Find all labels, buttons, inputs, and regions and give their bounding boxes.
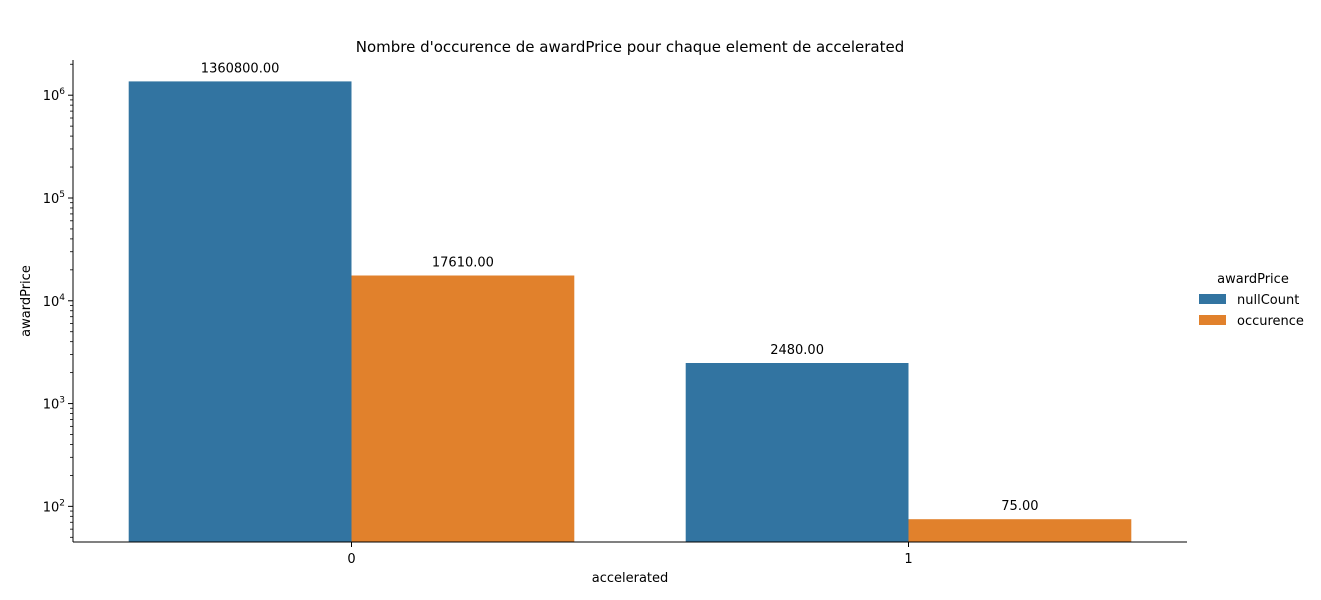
- bar-value-label: 75.00: [1001, 499, 1038, 514]
- legend-swatch-nullCount: [1199, 294, 1226, 304]
- legend: awardPrice nullCount occurence: [1199, 272, 1304, 329]
- bar-value-label: 17610.00: [432, 256, 494, 271]
- bar-labels-group: 1360800.00 17610.00 2480.00 75.00: [201, 61, 1039, 514]
- legend-label: occurence: [1237, 314, 1304, 329]
- bar-occurence-0: [351, 275, 575, 542]
- legend-title: awardPrice: [1217, 272, 1289, 287]
- y-tick-label: 103: [43, 396, 65, 413]
- y-tick-label: 104: [43, 293, 66, 310]
- bar-value-label: 1360800.00: [201, 61, 280, 76]
- x-axis-label: accelerated: [592, 571, 669, 586]
- bars-group: [128, 81, 1132, 543]
- legend-swatch-occurence: [1199, 315, 1226, 325]
- y-tick-label: 102: [43, 498, 65, 515]
- bar-nullCount-1: [685, 363, 909, 542]
- y-tick-label: 105: [43, 190, 65, 207]
- y-axis-label: awardPrice: [19, 265, 34, 337]
- chart-title: Nombre d'occurence de awardPrice pour ch…: [356, 38, 905, 56]
- legend-label: nullCount: [1237, 293, 1299, 308]
- y-ticks-group: 102 103 104 105 106: [43, 63, 73, 538]
- bar-value-label: 2480.00: [770, 343, 824, 358]
- bar-occurence-1: [908, 519, 1132, 542]
- bar-nullCount-0: [128, 81, 352, 543]
- x-tick-label: 1: [904, 552, 912, 567]
- x-tick-label: 0: [347, 552, 355, 567]
- y-tick-label: 106: [43, 87, 66, 104]
